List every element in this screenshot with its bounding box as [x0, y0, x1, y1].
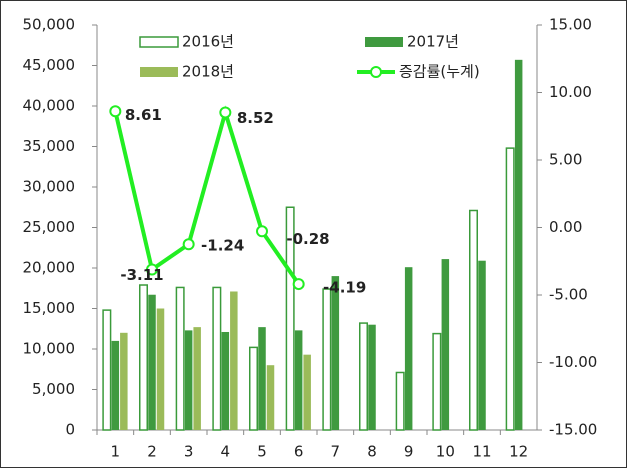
- line-marker: [109, 105, 122, 118]
- line: [113, 105, 301, 286]
- legend-swatch: [365, 37, 403, 47]
- y-tick-label: 45,000: [23, 56, 76, 74]
- bar: [303, 354, 311, 430]
- y2-tick-label: 15.00: [549, 16, 592, 34]
- x-tick-label: 10: [436, 443, 455, 461]
- y-tick-label: 15,000: [23, 299, 76, 317]
- legend-label: 2017년: [407, 33, 459, 51]
- x-tick-label: 5: [257, 443, 267, 461]
- x-tick-label: 12: [509, 443, 528, 461]
- legend-swatch: [139, 36, 179, 48]
- legend-label: 2018년: [182, 63, 234, 81]
- legend-label: 증감률(누계): [399, 63, 480, 81]
- y-tick-label: 0: [65, 421, 75, 439]
- x-tick-label: 3: [184, 443, 194, 461]
- y-tick-label: 10,000: [23, 340, 76, 358]
- bar: [441, 259, 450, 430]
- bar: [230, 291, 238, 430]
- bar: [120, 332, 128, 430]
- bar: [359, 322, 368, 431]
- bar: [322, 288, 332, 431]
- y-tick-label: 25,000: [23, 218, 76, 236]
- bar: [221, 331, 230, 430]
- bar: [404, 267, 413, 430]
- bar: [368, 324, 376, 430]
- bar: [469, 209, 478, 431]
- x-tick-label: 7: [331, 443, 341, 461]
- y2-tick-label: 5.00: [549, 151, 582, 169]
- y-tick-label: 5,000: [32, 380, 75, 398]
- y2-tick-label: -5.00: [549, 286, 588, 304]
- x-tick-label: 6: [294, 443, 304, 461]
- line-marker: [146, 263, 158, 276]
- bar: [102, 309, 112, 431]
- line-marker: [219, 106, 232, 119]
- bar: [331, 276, 340, 430]
- y-tick-label: 30,000: [23, 178, 76, 196]
- bar: [139, 284, 148, 431]
- data-label: -1.24: [201, 237, 244, 255]
- line-marker: [256, 225, 268, 238]
- x-tick-label: 9: [404, 443, 414, 461]
- bar: [285, 206, 295, 431]
- data-label: -3.11: [120, 266, 163, 284]
- bar: [514, 59, 523, 431]
- bar: [266, 365, 275, 430]
- legend-marker: [370, 66, 382, 78]
- bar: [148, 294, 156, 430]
- y-tick-label: 50,000: [23, 16, 76, 34]
- x-tick-label: 11: [472, 443, 491, 461]
- x-tick-label: 4: [221, 443, 231, 461]
- bar: [432, 332, 442, 431]
- data-label: -0.28: [286, 230, 329, 248]
- bar: [193, 327, 201, 430]
- x-tick-label: 2: [147, 443, 157, 461]
- line-marker: [182, 238, 195, 251]
- data-label: 8.52: [237, 109, 274, 127]
- legend-swatch: [140, 67, 178, 77]
- bar: [175, 286, 185, 431]
- y-tick-label: 40,000: [23, 97, 76, 115]
- y-tick-label: 35,000: [23, 137, 76, 155]
- x-tick-label: 1: [111, 443, 121, 461]
- y2-tick-label: 0.00: [549, 218, 582, 236]
- y2-tick-label: -10.00: [549, 353, 597, 371]
- y-tick-label: 20,000: [23, 259, 76, 277]
- data-label: 8.61: [125, 106, 162, 124]
- bar: [156, 308, 165, 430]
- line-marker: [292, 278, 305, 291]
- data-label: -4.19: [323, 279, 366, 297]
- bar: [294, 330, 303, 430]
- bar: [111, 340, 120, 430]
- bar: [258, 327, 266, 430]
- y2-tick-label: -15.00: [549, 421, 597, 439]
- y2-tick-label: 10.00: [549, 83, 592, 101]
- bar: [212, 286, 222, 431]
- bar: [184, 330, 193, 430]
- bar: [249, 346, 258, 431]
- bar: [478, 260, 486, 430]
- legend-label: 2016년: [182, 33, 234, 51]
- x-tick-label: 8: [367, 443, 377, 461]
- bar: [505, 147, 515, 431]
- bar: [395, 371, 405, 431]
